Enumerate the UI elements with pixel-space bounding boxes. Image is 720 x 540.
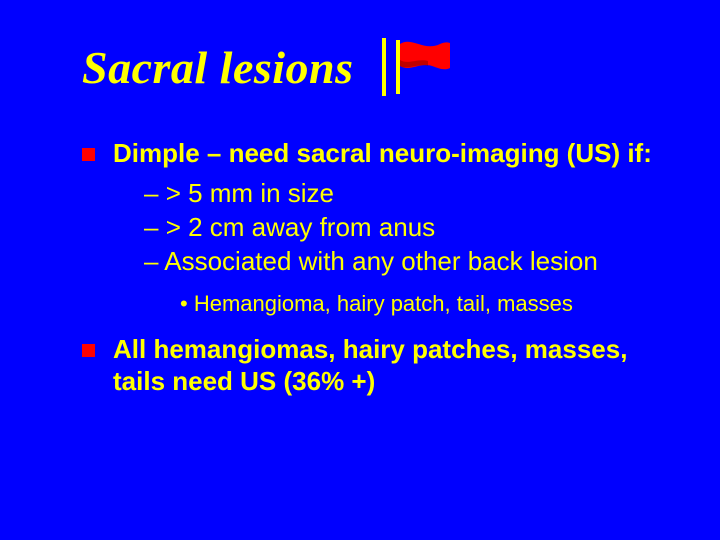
subsub-item: Hemangioma, hairy patch, tail, masses	[180, 289, 660, 319]
bullet-text-1: Dimple – need sacral neuro-imaging (US) …	[113, 138, 652, 170]
square-bullet-icon	[82, 344, 95, 357]
slide: Sacral lesions Dimple – need sacral neur…	[0, 0, 720, 540]
slide-title: Sacral lesions	[82, 41, 354, 94]
sub-item: Associated with any other back lesion	[144, 244, 660, 278]
sub-item: > 5 mm in size	[144, 176, 660, 210]
flag-icon	[394, 38, 454, 96]
sub-list-1: > 5 mm in size > 2 cm away from anus Ass…	[82, 176, 660, 279]
bullet-text-2: All hemangiomas, hairy patches, masses, …	[113, 334, 660, 397]
content-area: Dimple – need sacral neuro-imaging (US) …	[82, 138, 660, 398]
bullet-item-2: All hemangiomas, hairy patches, masses, …	[82, 334, 660, 397]
highlight-bar	[382, 38, 386, 96]
square-bullet-icon	[82, 148, 95, 161]
flag-graphic	[382, 38, 454, 96]
bullet-item-1: Dimple – need sacral neuro-imaging (US) …	[82, 138, 660, 170]
sub-item: > 2 cm away from anus	[144, 210, 660, 244]
subsub-list-1: Hemangioma, hairy patch, tail, masses	[82, 289, 660, 319]
title-row: Sacral lesions	[82, 38, 660, 96]
